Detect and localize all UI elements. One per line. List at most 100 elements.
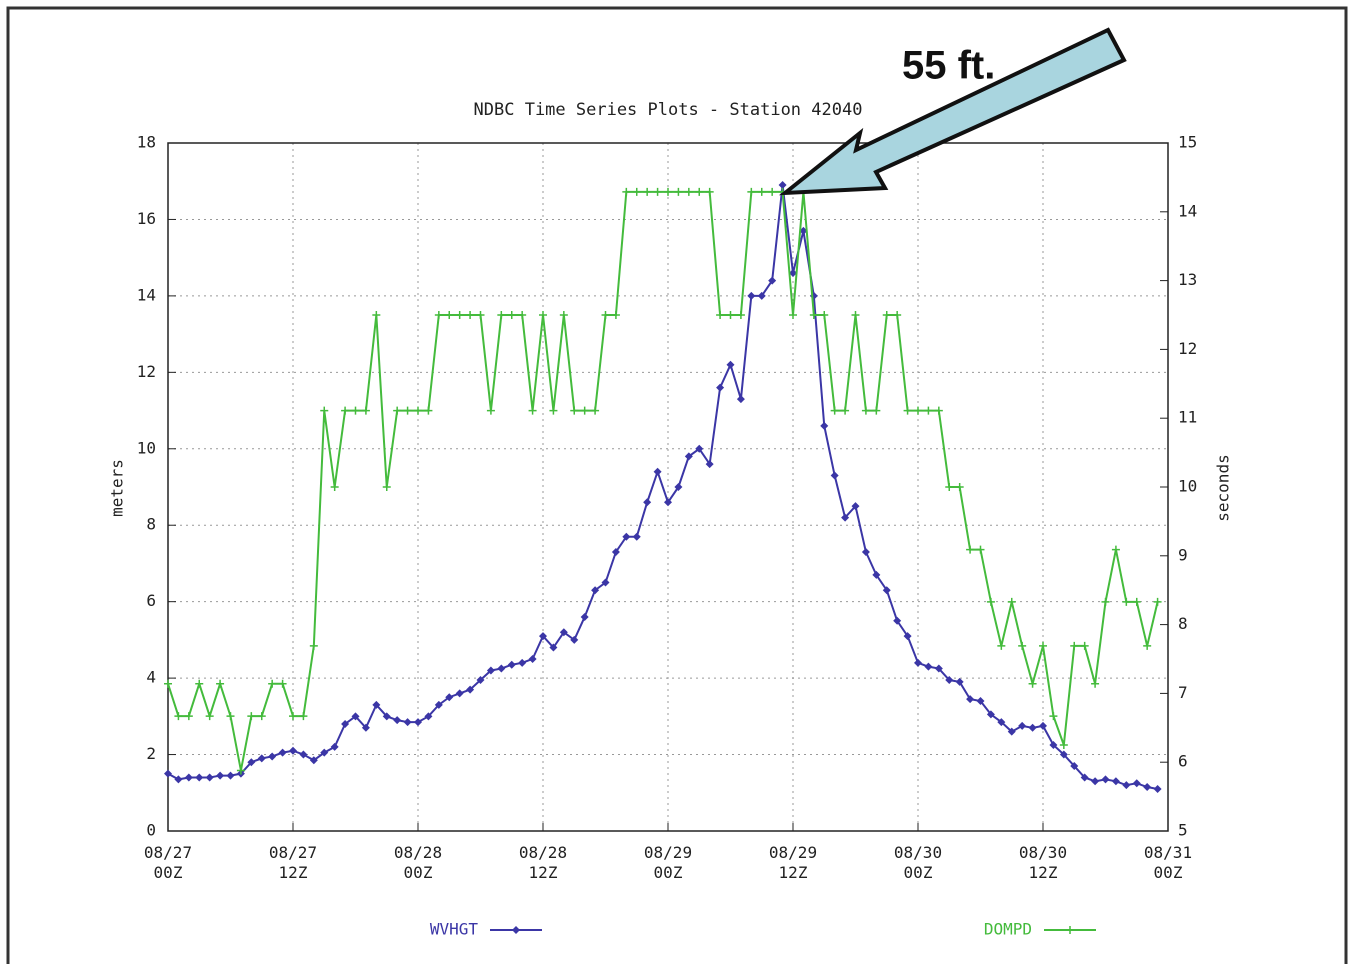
point xyxy=(476,311,485,319)
point xyxy=(736,311,745,319)
point xyxy=(1111,777,1120,786)
point xyxy=(247,712,256,721)
point xyxy=(528,655,537,663)
y2-tick-label: 12 xyxy=(1178,339,1197,358)
point xyxy=(934,406,943,415)
point xyxy=(351,712,360,721)
point xyxy=(559,311,568,319)
point xyxy=(309,641,318,650)
y2-tick-label: 8 xyxy=(1178,614,1188,633)
point xyxy=(570,406,579,415)
point xyxy=(372,700,381,709)
y-tick-label: 6 xyxy=(146,591,156,610)
point xyxy=(768,276,777,285)
point xyxy=(851,502,860,511)
point xyxy=(986,597,995,606)
point xyxy=(851,311,860,319)
point xyxy=(747,187,756,196)
point xyxy=(1080,773,1089,782)
point xyxy=(882,586,891,595)
point xyxy=(195,773,204,782)
point xyxy=(976,697,985,706)
point xyxy=(622,532,631,541)
point xyxy=(653,187,662,196)
point xyxy=(820,421,829,430)
point xyxy=(861,547,870,556)
y2-tick-label: 5 xyxy=(1178,821,1188,840)
point xyxy=(164,679,172,688)
point xyxy=(1091,777,1100,786)
point xyxy=(601,311,610,319)
point xyxy=(591,406,600,415)
point xyxy=(1049,741,1058,749)
point xyxy=(1132,779,1141,788)
point xyxy=(768,187,777,196)
point xyxy=(434,311,443,319)
point xyxy=(1039,721,1047,730)
x-tick-label: 08/27 00Z xyxy=(143,843,193,882)
point xyxy=(1122,597,1131,606)
y-tick-label: 8 xyxy=(146,515,156,534)
point xyxy=(351,406,360,415)
point xyxy=(434,700,443,709)
point xyxy=(226,771,235,780)
point xyxy=(289,712,297,721)
point xyxy=(174,712,183,721)
y2-tick-label: 6 xyxy=(1178,752,1188,771)
point xyxy=(757,291,766,300)
point xyxy=(945,676,954,685)
point xyxy=(1066,926,1074,934)
point xyxy=(643,187,652,196)
point xyxy=(372,311,381,319)
point xyxy=(539,311,547,319)
point xyxy=(1111,545,1120,554)
point xyxy=(893,311,902,319)
point xyxy=(1007,597,1016,606)
point xyxy=(830,471,839,480)
point xyxy=(914,658,922,667)
chart-title: NDBC Time Series Plots - Station 42040 xyxy=(474,100,863,120)
point xyxy=(455,311,464,319)
point xyxy=(674,187,683,196)
point xyxy=(716,383,725,392)
y2-tick-label: 15 xyxy=(1178,133,1197,152)
point xyxy=(695,444,704,453)
point xyxy=(1059,750,1068,759)
point xyxy=(268,752,277,761)
point xyxy=(643,498,652,507)
point xyxy=(1101,597,1110,606)
point xyxy=(580,406,589,415)
point xyxy=(268,679,277,688)
point xyxy=(705,187,714,196)
point xyxy=(903,406,912,415)
point xyxy=(507,311,516,319)
point xyxy=(966,545,975,554)
point xyxy=(361,723,370,732)
point xyxy=(622,187,631,196)
y2-tick-label: 7 xyxy=(1178,683,1188,702)
point xyxy=(236,766,245,775)
point xyxy=(466,685,475,694)
legend-label: WVHGT xyxy=(430,920,479,939)
point xyxy=(789,268,797,277)
point xyxy=(559,628,568,637)
point xyxy=(497,311,506,319)
point xyxy=(747,291,756,300)
point xyxy=(216,771,225,780)
point xyxy=(632,532,641,541)
point xyxy=(674,483,683,491)
x-tick-label: 08/30 00Z xyxy=(893,843,943,882)
point xyxy=(997,641,1006,650)
point xyxy=(1143,641,1152,650)
y-tick-label: 18 xyxy=(137,133,156,152)
point xyxy=(320,406,329,415)
point xyxy=(164,769,172,778)
point xyxy=(382,712,391,721)
point xyxy=(403,406,412,415)
point xyxy=(226,712,235,721)
point xyxy=(205,773,214,782)
point xyxy=(1018,641,1027,650)
point xyxy=(997,718,1006,727)
point xyxy=(184,773,193,782)
